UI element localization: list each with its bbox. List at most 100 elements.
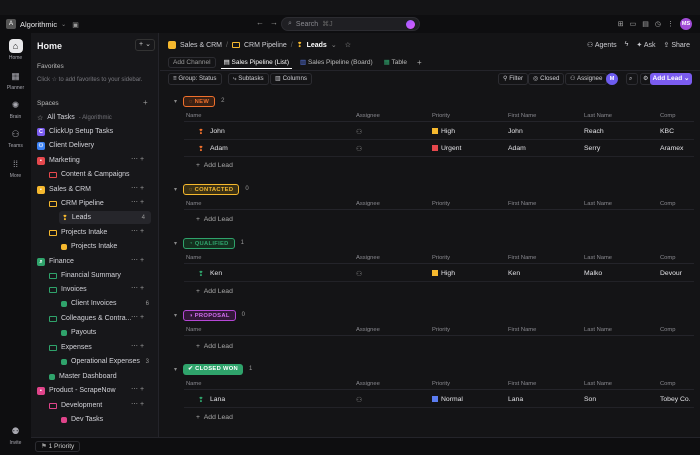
tab-table[interactable]: ▦ Table	[381, 56, 410, 68]
priority-cell[interactable]: High	[432, 128, 455, 135]
col-priority[interactable]: Priority	[432, 327, 451, 333]
add-lead-row[interactable]: + Add Lead	[196, 288, 233, 295]
col-name[interactable]: Name	[186, 327, 202, 333]
status-icon[interactable]: ❢	[198, 129, 204, 136]
rail-more[interactable]: ⁞⁞ More	[0, 157, 31, 179]
col-first-name[interactable]: First Name	[508, 327, 537, 333]
table-row[interactable]: ❢ John ⚇ High John Reach KBC	[184, 124, 694, 140]
col-last-name[interactable]: Last Name	[584, 255, 613, 261]
spaces-label[interactable]: Spaces	[37, 100, 59, 107]
col-company[interactable]: Comp	[660, 381, 676, 387]
sidebar-item-financial-summary[interactable]: Financial Summary	[49, 269, 121, 282]
col-assignee[interactable]: Assignee	[356, 381, 380, 387]
breadcrumb-space[interactable]: Sales & CRM	[180, 41, 223, 49]
item-actions[interactable]: ⋯+	[131, 156, 147, 163]
col-name[interactable]: Name	[186, 381, 202, 387]
sidebar-item-leads[interactable]: ❢ Leads 4	[59, 211, 151, 224]
grid-icon[interactable]: ⊞	[617, 21, 624, 28]
first-name[interactable]: Lana	[508, 396, 524, 403]
sidebar-item-finance[interactable]: ⌕ Finance	[37, 255, 74, 268]
status-badge[interactable]: ◌ CONTACTED	[183, 183, 240, 195]
col-assignee[interactable]: Assignee	[356, 113, 380, 119]
col-company[interactable]: Comp	[660, 113, 676, 119]
search-bar[interactable]: ⌕ Search ⌘J	[281, 17, 420, 31]
col-priority[interactable]: Priority	[432, 113, 451, 119]
subtasks-button[interactable]: ⤷ Subtasks	[228, 73, 269, 85]
sidebar-item-colleagues[interactable]: Colleagues & Contra...	[49, 312, 131, 325]
forward-arrow-icon[interactable]: →	[270, 18, 278, 27]
closed-button[interactable]: ◎ Closed	[528, 73, 565, 85]
assignee-avatar[interactable]: M	[606, 73, 618, 85]
star-icon[interactable]: ☆	[344, 42, 351, 49]
last-name[interactable]: Son	[584, 396, 597, 403]
sidebar-item-all-tasks[interactable]: ☆ All Tasks - Algorithmic	[37, 111, 112, 124]
tab-sales-pipeline-board[interactable]: ▥ Sales Pipeline (Board)	[297, 56, 376, 68]
last-name[interactable]: Serry	[584, 145, 601, 152]
table-row[interactable]: ❢ Ken ⚇ High Ken Malko Devour	[184, 266, 694, 282]
rail-planner[interactable]: ▦ Planner	[0, 69, 31, 91]
sidebar-item-clickup-setup[interactable]: C ClickUp Setup Tasks	[37, 125, 113, 138]
status-icon[interactable]: ❢	[198, 397, 204, 404]
rail-teams[interactable]: ⚇ Teams	[0, 127, 31, 149]
chevron-down-icon[interactable]: ▾	[174, 312, 178, 319]
col-first-name[interactable]: First Name	[508, 381, 537, 387]
add-lead-row[interactable]: + Add Lead	[196, 343, 233, 350]
assignee-icon[interactable]: ⚇	[356, 271, 363, 278]
col-last-name[interactable]: Last Name	[584, 381, 613, 387]
last-name[interactable]: Reach	[584, 128, 604, 135]
lead-name[interactable]: John	[210, 128, 225, 135]
add-lead-button[interactable]: Add Lead ⌄	[650, 73, 692, 85]
lead-name[interactable]: Ken	[210, 270, 223, 277]
ask-button[interactable]: ✦ Ask	[636, 41, 655, 49]
company[interactable]: KBC	[660, 128, 674, 135]
ai-sparkle-icon[interactable]	[406, 20, 415, 29]
col-last-name[interactable]: Last Name	[584, 201, 613, 207]
company[interactable]: Tobey Co.	[660, 396, 691, 403]
col-first-name[interactable]: First Name	[508, 113, 537, 119]
add-lead-row[interactable]: + Add Lead	[196, 162, 233, 169]
automation-icon[interactable]: ϟ	[624, 41, 629, 48]
sidebar-item-client-delivery[interactable]: ⚇ Client Delivery	[37, 139, 94, 152]
col-name[interactable]: Name	[186, 201, 202, 207]
col-last-name[interactable]: Last Name	[584, 113, 613, 119]
sidebar-item-sales-crm[interactable]: ▪ Sales & CRM	[37, 183, 91, 196]
sidebar-item-dev-tasks[interactable]: Dev Tasks	[61, 413, 103, 426]
status-badge[interactable]: ✔ CLOSED WON	[183, 363, 244, 375]
rail-invite[interactable]: ⚉ Invite	[0, 424, 31, 446]
col-name[interactable]: Name	[186, 113, 202, 119]
col-last-name[interactable]: Last Name	[584, 327, 613, 333]
sidebar-item-expenses[interactable]: Expenses	[49, 341, 92, 354]
chevron-down-icon[interactable]: ▾	[174, 186, 178, 193]
document-icon[interactable]: ▤	[642, 21, 649, 28]
group-header-contacted[interactable]: ▾ ◌ CONTACTED 0	[174, 183, 249, 195]
assignee-button[interactable]: ⚇ Assignee	[565, 73, 608, 85]
workspace-switcher[interactable]: A Algorithmic ⌄	[6, 19, 66, 29]
item-actions[interactable]: ⋯+	[131, 343, 147, 350]
col-assignee[interactable]: Assignee	[356, 201, 380, 207]
first-name[interactable]: Ken	[508, 270, 521, 277]
status-badge[interactable]: ◌ NEW	[183, 95, 216, 107]
assignee-icon[interactable]: ⚇	[356, 146, 363, 153]
chevron-down-icon[interactable]: ▾	[174, 366, 178, 373]
col-priority[interactable]: Priority	[432, 255, 451, 261]
item-actions[interactable]: ⋯+	[131, 185, 147, 192]
sidebar-item-projects-intake[interactable]: Projects Intake	[61, 240, 117, 253]
assignee-icon[interactable]: ⚇	[356, 129, 363, 136]
item-actions[interactable]: ⋯+	[131, 386, 147, 393]
first-name[interactable]: Adam	[508, 145, 526, 152]
breadcrumb-folder[interactable]: CRM Pipeline	[243, 41, 287, 49]
group-header-new[interactable]: ▾ ◌ NEW 2	[174, 95, 224, 107]
priority-cell[interactable]: Urgent	[432, 145, 461, 152]
sidebar-item-development[interactable]: Development	[49, 399, 102, 412]
tab-sales-pipeline-list[interactable]: ▤ Sales Pipeline (List)	[220, 56, 292, 69]
priority-cell[interactable]: High	[432, 270, 455, 277]
col-company[interactable]: Comp	[660, 255, 676, 261]
add-view-icon[interactable]: +	[417, 57, 422, 67]
sidebar-item-content-campaigns[interactable]: Content & Campaigns	[49, 168, 129, 181]
rail-brain[interactable]: ✺ Brain	[0, 98, 31, 120]
sidebar-item-invoices[interactable]: Invoices	[49, 283, 87, 296]
group-by-button[interactable]: ≡ Group: Status	[168, 73, 222, 85]
clock-icon[interactable]: ◷	[654, 21, 661, 28]
item-actions[interactable]: ⋯+	[131, 314, 147, 321]
breadcrumb-list[interactable]: Leads	[306, 41, 327, 49]
